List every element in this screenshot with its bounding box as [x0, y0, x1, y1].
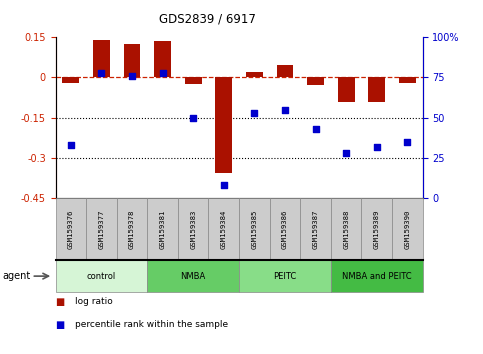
- Text: GSM159388: GSM159388: [343, 210, 349, 249]
- Point: [220, 183, 227, 188]
- Text: GSM159386: GSM159386: [282, 210, 288, 249]
- Text: GSM159377: GSM159377: [99, 210, 104, 249]
- Bar: [307, 78, 324, 85]
- Text: NMBA: NMBA: [181, 272, 206, 281]
- Bar: [62, 78, 79, 83]
- Bar: [154, 41, 171, 78]
- Text: GSM159378: GSM159378: [129, 210, 135, 249]
- Text: GSM159381: GSM159381: [159, 210, 166, 249]
- Point: [159, 70, 167, 75]
- Point: [281, 107, 289, 113]
- Text: log ratio: log ratio: [75, 297, 113, 306]
- Text: GSM159387: GSM159387: [313, 210, 319, 249]
- Point: [312, 126, 319, 132]
- Bar: [369, 78, 385, 102]
- Point: [373, 144, 381, 149]
- Bar: [246, 72, 263, 78]
- Text: GSM159389: GSM159389: [374, 210, 380, 249]
- Text: percentile rank within the sample: percentile rank within the sample: [75, 320, 228, 329]
- Bar: [277, 65, 293, 78]
- Text: GSM159390: GSM159390: [404, 210, 411, 249]
- Text: control: control: [87, 272, 116, 281]
- Point: [189, 115, 197, 120]
- Text: GDS2839 / 6917: GDS2839 / 6917: [159, 12, 256, 25]
- Point: [251, 110, 258, 116]
- Text: PEITC: PEITC: [273, 272, 297, 281]
- Point: [98, 70, 105, 75]
- Bar: [93, 40, 110, 78]
- Text: GSM159376: GSM159376: [68, 210, 74, 249]
- Bar: [399, 78, 416, 83]
- Point: [342, 150, 350, 156]
- Text: GSM159384: GSM159384: [221, 210, 227, 249]
- Bar: [124, 44, 141, 78]
- Bar: [185, 78, 201, 84]
- Text: ■: ■: [56, 320, 65, 330]
- Point: [67, 142, 75, 148]
- Text: GSM159385: GSM159385: [251, 210, 257, 249]
- Point: [403, 139, 411, 145]
- Bar: [215, 78, 232, 173]
- Text: agent: agent: [2, 271, 30, 281]
- Text: GSM159383: GSM159383: [190, 210, 196, 249]
- Point: [128, 73, 136, 79]
- Bar: [338, 78, 355, 102]
- Text: NMBA and PEITC: NMBA and PEITC: [342, 272, 412, 281]
- Text: ■: ■: [56, 297, 65, 307]
